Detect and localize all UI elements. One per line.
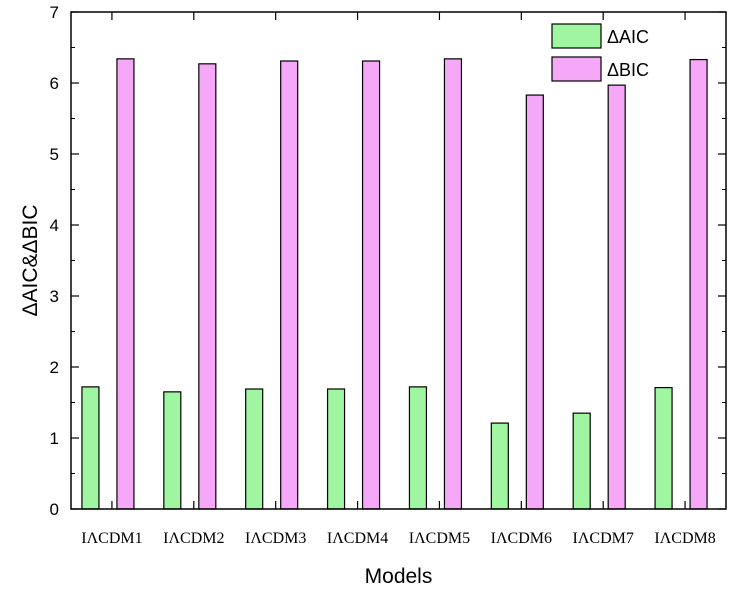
y-tick-label: 2 (50, 358, 59, 377)
bar-dbic-3 (280, 60, 299, 510)
y-tick-label: 6 (50, 74, 59, 93)
legend-label-dbic: ΔBIC (607, 60, 649, 80)
bar-dbic-1 (116, 58, 135, 510)
y-tick-label: 7 (50, 3, 59, 22)
x-tick-label: IΛCDM5 (409, 530, 470, 547)
bar-dbic-4 (361, 60, 381, 510)
y-tick-label: 3 (50, 287, 59, 306)
x-tick-label: IΛCDM1 (81, 530, 142, 547)
bar-daic-7 (572, 412, 591, 510)
bar-daic-6 (490, 422, 509, 510)
bar-daic-4 (326, 388, 346, 510)
bar-dbic-5 (443, 58, 463, 510)
y-tick-label: 0 (50, 500, 59, 519)
bar-daic-3 (245, 388, 264, 510)
bar-daic-5 (408, 386, 428, 510)
bar-daic-1 (81, 386, 100, 510)
x-tick-label: IΛCDM4 (327, 530, 388, 547)
legend-label-daic: ΔAIC (607, 27, 649, 47)
y-axis-title: ΔAIC&ΔBIC (19, 204, 42, 316)
bar-dbic-7 (607, 84, 626, 510)
x-tick-label: IΛCDM6 (491, 530, 552, 547)
legend-swatch-dbic (551, 56, 602, 82)
bars-layer (81, 58, 708, 510)
legend-swatch-daic (551, 23, 602, 49)
x-tick-label: IΛCDM2 (163, 530, 224, 547)
bar-daic-8 (654, 386, 673, 510)
bar-dbic-8 (689, 58, 708, 510)
bar-daic-2 (163, 391, 182, 510)
x-tick-label: IΛCDM7 (572, 530, 633, 547)
category-labels: IΛCDM1 IΛCDM2 IΛCDM3 IΛCDM4 IΛCDM5 IΛCDM6 IΛCD… (81, 530, 716, 547)
y-tick-label: 1 (50, 429, 59, 448)
bar-dbic-2 (198, 63, 217, 510)
bar-dbic-6 (525, 94, 544, 510)
y-tick-label: 4 (50, 216, 59, 235)
y-tick-label: 5 (50, 145, 59, 164)
ticks-layer: 0 1 2 3 4 5 6 7 (50, 3, 726, 519)
legend: ΔAIC ΔBIC (551, 23, 649, 82)
x-tick-label: IΛCDM3 (245, 530, 306, 547)
x-tick-label: IΛCDM8 (654, 530, 715, 547)
x-axis-title: Models (365, 565, 433, 588)
